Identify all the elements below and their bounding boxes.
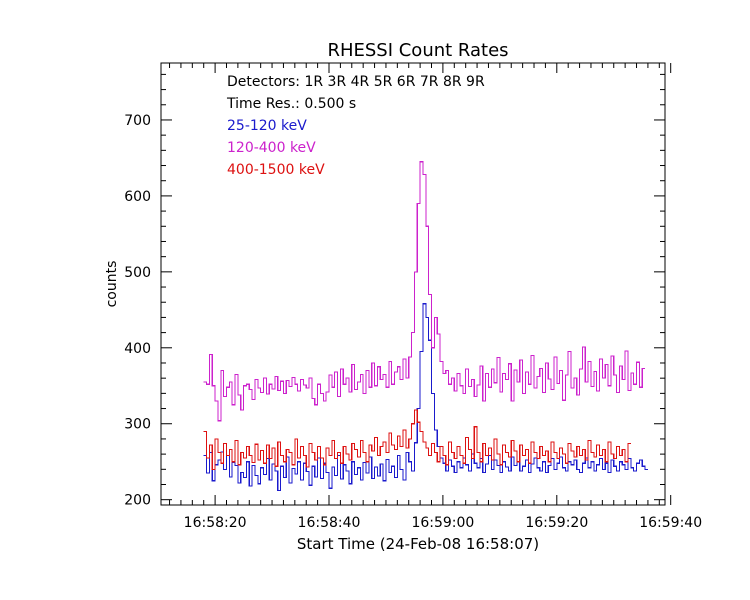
legend-entry-25-120: 25-120 keV [227,118,307,134]
legend-entry-400-1500: 400-1500 keV [227,162,325,178]
series-line-120-400-kev [203,161,646,422]
y-tick-label: 500 [124,265,151,281]
y-tick-label: 200 [124,493,151,509]
detectors-annotation: Detectors: 1R 3R 4R 5R 6R 7R 8R 9R [227,74,485,90]
time-resolution-annotation: Time Res.: 0.500 s [226,96,356,112]
series-line-400-1500-kev [203,409,631,470]
x-tick-label: 16:59:00 [411,515,474,531]
legend-entry-120-400: 120-400 keV [227,140,316,156]
series-line-25-120-kev [203,303,648,492]
x-tick-label: 16:59:40 [639,515,702,531]
x-tick-label: 16:58:20 [184,515,247,531]
y-tick-label: 400 [124,341,151,357]
x-axis-label: Start Time (24-Feb-08 16:58:07) [297,535,539,553]
y-tick-label: 300 [124,417,151,433]
plot-frame [160,62,666,506]
y-tick-label: 700 [124,113,151,129]
x-tick-label: 16:59:20 [525,515,588,531]
x-tick-label: 16:58:40 [298,515,361,531]
chart-title: RHESSI Count Rates [327,40,508,61]
y-tick-label: 600 [124,189,151,205]
series-lines [203,161,648,492]
y-axis-label: counts [104,261,120,308]
axes: 200 300 400 500 600 700 16:58:20 16:58:40 16:59:… [124,63,702,531]
